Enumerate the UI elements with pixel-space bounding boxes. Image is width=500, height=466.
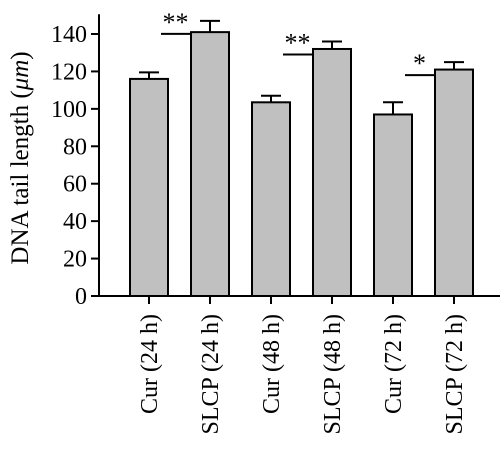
x-tick-label: SLCP (48 h) bbox=[320, 314, 346, 434]
plot-area: 0 20 40 60 80 100 120 140 Cur (24 h) SLCP (24 h) C… bbox=[51, 8, 500, 434]
y-tick-label: 140 bbox=[51, 22, 87, 48]
bar bbox=[190, 31, 230, 297]
significance-label: * bbox=[413, 49, 426, 78]
y-tick-label: 80 bbox=[63, 134, 87, 160]
x-tick-label: Cur (72 h) bbox=[381, 314, 407, 414]
bar bbox=[251, 101, 291, 297]
bar bbox=[129, 77, 169, 297]
y-tick-label: 40 bbox=[63, 209, 87, 235]
x-tick-label: SLCP (72 h) bbox=[442, 314, 468, 434]
bar bbox=[373, 113, 413, 297]
x-tick-label: SLCP (24 h) bbox=[198, 314, 224, 434]
y-axis-label: DNA tail length (μm) bbox=[7, 51, 34, 264]
x-tick-label: Cur (48 h) bbox=[259, 314, 285, 414]
y-tick-label: 60 bbox=[63, 172, 87, 198]
significance-label: ** bbox=[163, 8, 189, 37]
y-tick-label: 0 bbox=[75, 284, 87, 310]
y-tick-label: 120 bbox=[51, 59, 87, 85]
bar bbox=[434, 68, 474, 297]
x-tick-label: Cur (24 h) bbox=[137, 314, 163, 414]
significance-label: ** bbox=[285, 28, 311, 57]
y-tick-label: 20 bbox=[63, 247, 87, 273]
bar bbox=[312, 47, 352, 297]
y-tick-label: 100 bbox=[51, 97, 87, 123]
